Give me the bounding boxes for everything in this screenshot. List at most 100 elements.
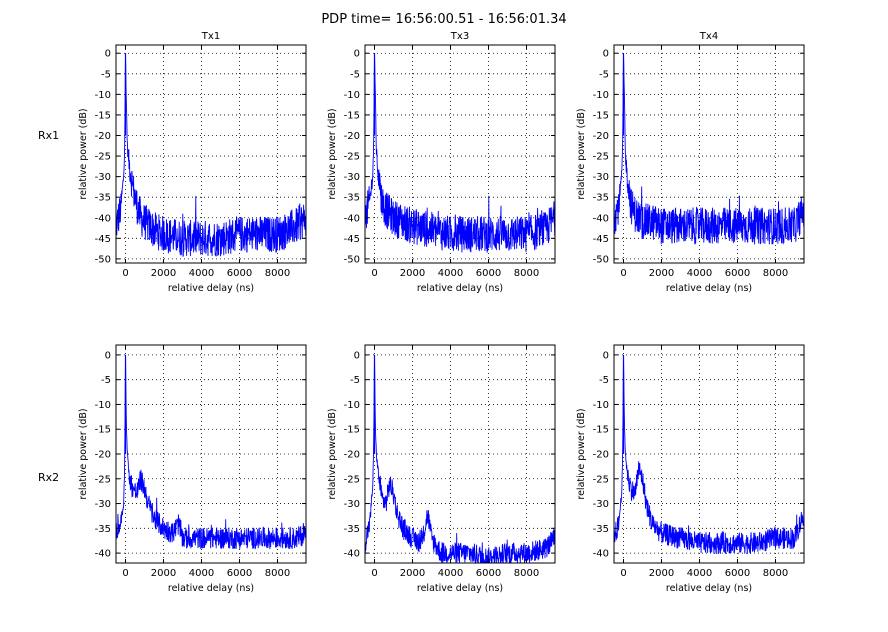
y-tick-label: -40 [95, 213, 111, 224]
y-tick-label: -30 [593, 499, 609, 510]
x-tick-label: 4000 [438, 568, 463, 579]
x-tick-label: 6000 [227, 268, 252, 279]
y-tick-label: -35 [593, 193, 609, 204]
x-tick-label: 6000 [725, 568, 750, 579]
x-tick-label: 8000 [514, 568, 539, 579]
y-tick-label: -20 [95, 131, 111, 142]
subplot-1-2: 0 2000 4000 6000 8000 0 -5 -10 -15 -20 -25 -30 -35 -4… [327, 31, 556, 294]
y-tick-label: -50 [344, 254, 360, 265]
y-tick-label: -10 [95, 400, 111, 411]
axes-box [115, 44, 307, 264]
y-tick-label: -5 [101, 69, 111, 80]
y-tick-label: -15 [344, 110, 360, 121]
x-tick-label: 6000 [725, 268, 750, 279]
y-tick-label: -35 [344, 193, 360, 204]
y-tick-label: -10 [593, 400, 609, 411]
y-tick-label: -35 [344, 524, 360, 535]
y-tick-label: -15 [344, 425, 360, 436]
x-axis-label: relative delay (ns) [168, 283, 254, 294]
x-axis-label: relative delay (ns) [666, 283, 752, 294]
x-tick-label: 8000 [265, 268, 290, 279]
x-tick-label: 8000 [514, 268, 539, 279]
y-axis-label: relative power (dB) [327, 408, 338, 499]
y-tick-label: -10 [344, 90, 360, 101]
x-axis-label: relative delay (ns) [417, 283, 503, 294]
axes-box [613, 44, 805, 264]
y-tick-label: -5 [101, 375, 111, 386]
y-tick-label: -5 [599, 69, 609, 80]
x-tick-label: 0 [371, 568, 377, 579]
y-tick-label: -45 [593, 234, 609, 245]
y-tick-label: -45 [95, 234, 111, 245]
y-tick-label: -25 [95, 474, 111, 485]
x-tick-label: 8000 [763, 568, 788, 579]
pdp-trace [115, 354, 307, 550]
y-tick-label: -5 [599, 375, 609, 386]
x-tick-label: 6000 [476, 268, 501, 279]
y-tick-label: -25 [95, 152, 111, 163]
y-tick-label: -50 [95, 254, 111, 265]
x-tick-label: 6000 [227, 568, 252, 579]
pdp-trace [364, 53, 556, 253]
y-tick-label: -40 [344, 549, 360, 560]
y-tick-label: -40 [593, 213, 609, 224]
y-tick-label: -40 [593, 549, 609, 560]
y-tick-label: -30 [344, 499, 360, 510]
y-tick-label: 0 [105, 350, 111, 361]
y-axis-label: relative power (dB) [576, 108, 587, 199]
subplot-title: Tx4 [699, 31, 718, 42]
y-tick-label: -30 [344, 172, 360, 183]
x-tick-label: 0 [122, 268, 128, 279]
x-axis-label: relative delay (ns) [666, 583, 752, 594]
y-tick-label: 0 [105, 49, 111, 60]
subplot-1-3: 0 2000 4000 6000 8000 0 -5 -10 -15 -20 -25 -30 -35 -4… [576, 31, 805, 294]
y-axis-label: relative power (dB) [576, 408, 587, 499]
x-tick-label: 4000 [687, 268, 712, 279]
y-tick-label: -25 [344, 152, 360, 163]
x-tick-label: 8000 [763, 268, 788, 279]
x-tick-label: 0 [620, 268, 626, 279]
y-tick-label: 0 [354, 350, 360, 361]
axes-box [364, 44, 556, 264]
y-tick-label: -15 [95, 110, 111, 121]
y-tick-label: -35 [95, 524, 111, 535]
pdp-trace [613, 354, 805, 555]
x-tick-label: 4000 [189, 568, 214, 579]
y-tick-label: -40 [95, 549, 111, 560]
row-label-rx2: Rx2 [38, 471, 60, 484]
pdp-trace [364, 354, 556, 565]
x-tick-label: 2000 [400, 268, 425, 279]
x-tick-label: 4000 [687, 568, 712, 579]
pdp-trace [613, 53, 805, 245]
x-tick-label: 6000 [476, 568, 501, 579]
y-tick-label: -20 [95, 450, 111, 461]
y-tick-label: -45 [344, 234, 360, 245]
x-tick-label: 2000 [151, 568, 176, 579]
y-tick-label: -25 [344, 474, 360, 485]
subplot-title: Tx1 [201, 31, 220, 42]
y-tick-label: -20 [344, 131, 360, 142]
y-tick-label: -50 [593, 254, 609, 265]
x-axis-label: relative delay (ns) [168, 583, 254, 594]
y-tick-label: -20 [344, 450, 360, 461]
x-tick-label: 8000 [265, 568, 290, 579]
subplot-title: Tx3 [450, 31, 469, 42]
y-tick-label: -20 [593, 131, 609, 142]
y-tick-label: -35 [593, 524, 609, 535]
y-tick-label: -5 [350, 375, 360, 386]
x-tick-label: 4000 [438, 268, 463, 279]
x-tick-label: 0 [371, 268, 377, 279]
y-tick-label: -25 [593, 474, 609, 485]
x-axis-label: relative delay (ns) [417, 583, 503, 594]
y-tick-label: 0 [603, 350, 609, 361]
x-tick-label: 2000 [649, 268, 674, 279]
pdp-trace [115, 53, 307, 258]
row-label-rx1: Rx1 [38, 129, 60, 142]
y-tick-label: -30 [593, 172, 609, 183]
y-axis-label: relative power (dB) [78, 408, 89, 499]
figure-title: PDP time= 16:56:00.51 - 16:56:01.34 [321, 12, 567, 27]
y-tick-label: -20 [593, 450, 609, 461]
x-tick-label: 0 [122, 568, 128, 579]
subplot-2-3: 0 2000 4000 6000 8000 0 -5 -10 -15 -20 -25 -30 -35 -4… [576, 344, 805, 594]
